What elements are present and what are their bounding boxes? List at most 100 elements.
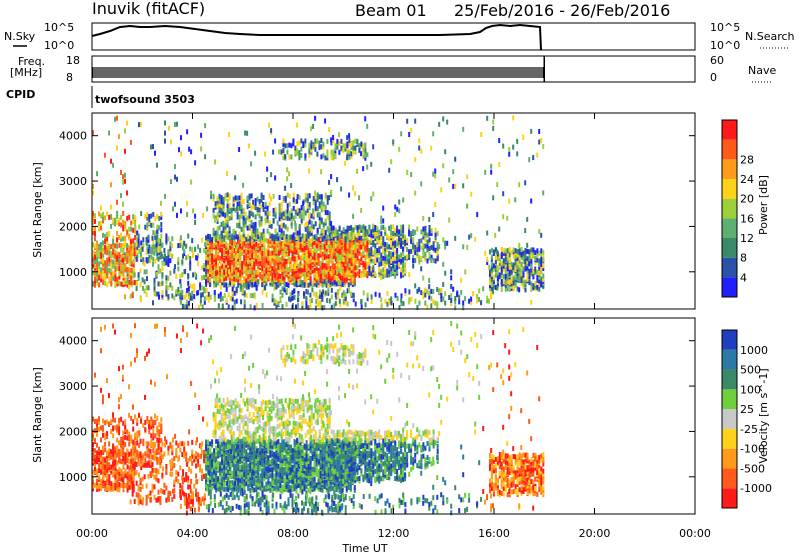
data-cell (219, 296, 222, 302)
data-cell (245, 284, 248, 290)
data-cell (282, 275, 285, 281)
data-cell (352, 237, 355, 243)
data-cell (137, 496, 140, 502)
data-cell (100, 225, 102, 231)
data-cell (254, 150, 257, 156)
data-cell (245, 255, 248, 261)
data-cell (313, 243, 316, 249)
data-cell (346, 243, 349, 249)
data-cell (287, 271, 290, 277)
data-cell (420, 238, 423, 244)
data-cell (354, 191, 357, 197)
data-cell (370, 229, 373, 235)
data-cell (444, 291, 447, 297)
data-cell (293, 281, 296, 287)
data-cell (318, 289, 321, 295)
data-cell (278, 206, 281, 212)
data-cell (334, 270, 337, 275)
data-cell (199, 247, 202, 253)
data-cell (122, 264, 125, 270)
data-cell (157, 489, 160, 495)
data-cell (133, 470, 136, 476)
data-cell (418, 138, 421, 144)
data-cell (94, 254, 96, 260)
data-cell (100, 267, 103, 273)
data-cell (416, 226, 419, 232)
data-cell (205, 287, 208, 293)
data-cell (428, 225, 431, 230)
data-cell (231, 274, 234, 279)
data-cell (98, 252, 101, 258)
data-cell (151, 487, 154, 493)
data-cell (346, 269, 349, 275)
data-cell (368, 250, 371, 256)
data-cell (404, 265, 407, 271)
data-cell (316, 212, 319, 218)
data-cell (330, 233, 333, 239)
data-cell (245, 261, 248, 267)
data-cell (206, 206, 209, 212)
data-cell (290, 217, 293, 223)
data-cell (223, 257, 226, 263)
data-cell (157, 241, 160, 246)
data-cell (422, 215, 425, 221)
data-cell (530, 247, 533, 253)
data-cell (102, 211, 104, 217)
data-cell (336, 250, 339, 256)
data-cell (280, 149, 283, 155)
data-cell (151, 247, 154, 253)
data-cell (96, 442, 98, 448)
data-cell (400, 224, 403, 230)
data-cell (358, 239, 361, 244)
data-cell (136, 435, 139, 441)
data-cell (273, 285, 276, 291)
data-cell (137, 492, 140, 498)
data-cell (114, 276, 117, 282)
data-cell (340, 269, 343, 275)
data-cell (120, 264, 122, 270)
data-cell (250, 211, 253, 217)
data-cell (450, 293, 453, 298)
data-cell (237, 274, 240, 280)
data-cell (243, 247, 246, 253)
data-cell (330, 137, 333, 143)
data-cell (370, 266, 373, 272)
data-cell (120, 214, 123, 220)
colorbar-tick-label: 20 (740, 193, 754, 206)
data-cell (346, 301, 349, 307)
data-cell (358, 262, 361, 268)
data-cell (231, 292, 234, 298)
data-cell (374, 236, 377, 242)
data-cell (496, 182, 499, 188)
data-cell (251, 293, 254, 299)
data-cell (358, 269, 361, 275)
data-cell (289, 297, 292, 303)
data-cell (309, 261, 312, 267)
data-cell (277, 240, 280, 246)
data-cell (362, 227, 365, 233)
data-cell (280, 202, 283, 208)
data-cell (384, 258, 387, 264)
data-cell (92, 270, 94, 276)
data-cell (330, 241, 333, 247)
data-cell (291, 276, 294, 282)
data-cell (144, 224, 147, 230)
data-cell (323, 255, 326, 261)
data-cell (243, 299, 246, 305)
data-cell (462, 126, 465, 132)
data-cell (179, 243, 182, 248)
data-cell (126, 485, 129, 491)
data-cell (186, 200, 189, 206)
data-cell (432, 245, 435, 251)
data-cell (258, 219, 261, 225)
data-cell (106, 419, 109, 425)
data-cell (338, 263, 341, 269)
data-cell (164, 193, 166, 199)
data-cell (281, 235, 284, 240)
data-cell (504, 256, 507, 262)
data-cell (223, 235, 226, 241)
data-cell (428, 246, 431, 251)
data-cell (118, 449, 121, 455)
data-cell (291, 271, 294, 277)
data-cell (203, 299, 206, 305)
